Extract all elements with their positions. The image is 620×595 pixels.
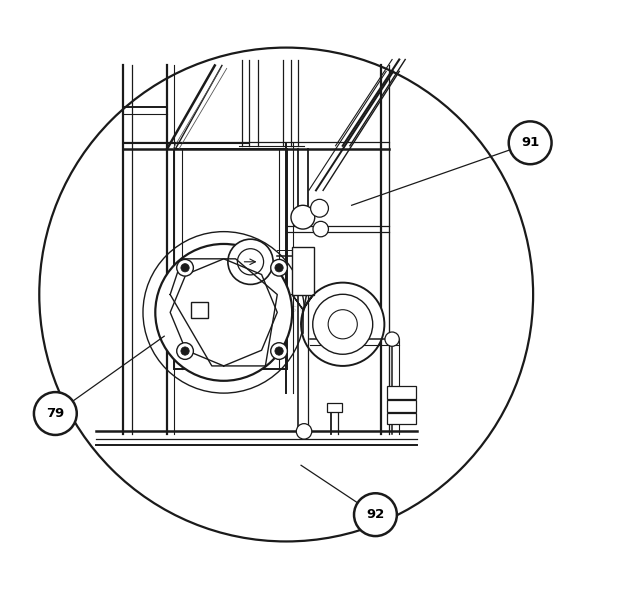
Circle shape (275, 264, 283, 272)
Circle shape (275, 347, 283, 355)
Circle shape (296, 424, 312, 439)
Circle shape (291, 205, 315, 229)
Circle shape (177, 343, 193, 359)
Text: 91: 91 (521, 136, 539, 149)
Circle shape (34, 392, 77, 435)
Circle shape (155, 244, 292, 381)
Bar (388, 413, 416, 424)
Bar (174, 149, 288, 369)
Circle shape (271, 343, 288, 359)
Circle shape (177, 259, 193, 276)
Bar (388, 386, 416, 399)
Circle shape (509, 121, 552, 164)
Circle shape (385, 332, 399, 346)
Bar (191, 302, 208, 318)
Text: 79: 79 (46, 407, 64, 420)
Circle shape (271, 259, 288, 276)
Text: 92: 92 (366, 508, 384, 521)
Text: eReplacementParts.com: eReplacementParts.com (196, 305, 323, 314)
Circle shape (312, 295, 373, 354)
Bar (292, 247, 314, 295)
Circle shape (311, 199, 329, 217)
Bar (388, 400, 416, 412)
Bar (327, 403, 342, 412)
Circle shape (301, 283, 384, 366)
Circle shape (181, 264, 189, 272)
Circle shape (181, 347, 189, 355)
Circle shape (328, 309, 357, 339)
Circle shape (313, 221, 329, 237)
Circle shape (354, 493, 397, 536)
Circle shape (228, 239, 273, 284)
